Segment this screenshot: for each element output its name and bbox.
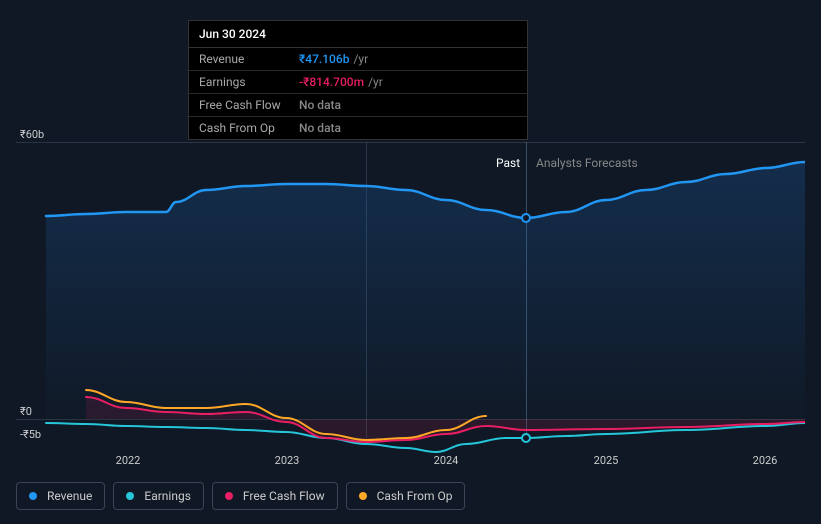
tooltip-row-value: ₹47.106b: [299, 52, 349, 66]
legend-dot: [225, 492, 233, 500]
x-axis-label: 2023: [275, 454, 300, 467]
legend-item-earnings[interactable]: Earnings: [113, 482, 204, 510]
tooltip-row-value: No data: [299, 98, 341, 112]
tooltip-row-label: Free Cash Flow: [199, 98, 299, 112]
marker-earnings: [521, 433, 531, 443]
tooltip-row-label: Revenue: [199, 52, 299, 66]
tooltip-row: Cash From OpNo data: [189, 117, 527, 139]
tooltip-row-label: Earnings: [199, 75, 299, 89]
legend-label: Free Cash Flow: [243, 489, 325, 503]
x-axis-label: 2024: [434, 454, 459, 467]
legend-label: Cash From Op: [377, 489, 453, 503]
x-axis-label: 2022: [116, 454, 141, 467]
x-axis-label: 2026: [753, 454, 778, 467]
chart-svg: [16, 128, 805, 468]
chart-legend: Revenue Earnings Free Cash Flow Cash From O…: [16, 482, 465, 510]
tooltip-row-value: No data: [299, 121, 341, 135]
tooltip-row: Free Cash FlowNo data: [189, 94, 527, 117]
x-axis-label: 2025: [594, 454, 619, 467]
financials-chart[interactable]: ₹60b₹0-₹5b Past Analysts Forecasts 20222…: [16, 128, 805, 468]
legend-dot: [359, 492, 367, 500]
legend-item-revenue[interactable]: Revenue: [16, 482, 105, 510]
legend-dot: [29, 492, 37, 500]
data-tooltip: Jun 30 2024 Revenue₹47.106b/yrEarnings-₹…: [188, 20, 528, 140]
tooltip-row: Earnings-₹814.700m/yr: [189, 71, 527, 94]
tooltip-row-label: Cash From Op: [199, 121, 299, 135]
tooltip-date: Jun 30 2024: [189, 21, 527, 48]
tooltip-row-unit: /yr: [368, 75, 383, 89]
tooltip-row-value: -₹814.700m: [299, 75, 364, 89]
legend-item-free-cash-flow[interactable]: Free Cash Flow: [212, 482, 338, 510]
legend-dot: [126, 492, 134, 500]
marker-revenue: [521, 213, 531, 223]
series-fill-revenue: [46, 162, 805, 419]
legend-item-cash-from-op[interactable]: Cash From Op: [346, 482, 466, 510]
legend-label: Earnings: [144, 489, 191, 503]
tooltip-row: Revenue₹47.106b/yr: [189, 48, 527, 71]
tooltip-row-unit: /yr: [353, 52, 368, 66]
legend-label: Revenue: [47, 489, 92, 503]
